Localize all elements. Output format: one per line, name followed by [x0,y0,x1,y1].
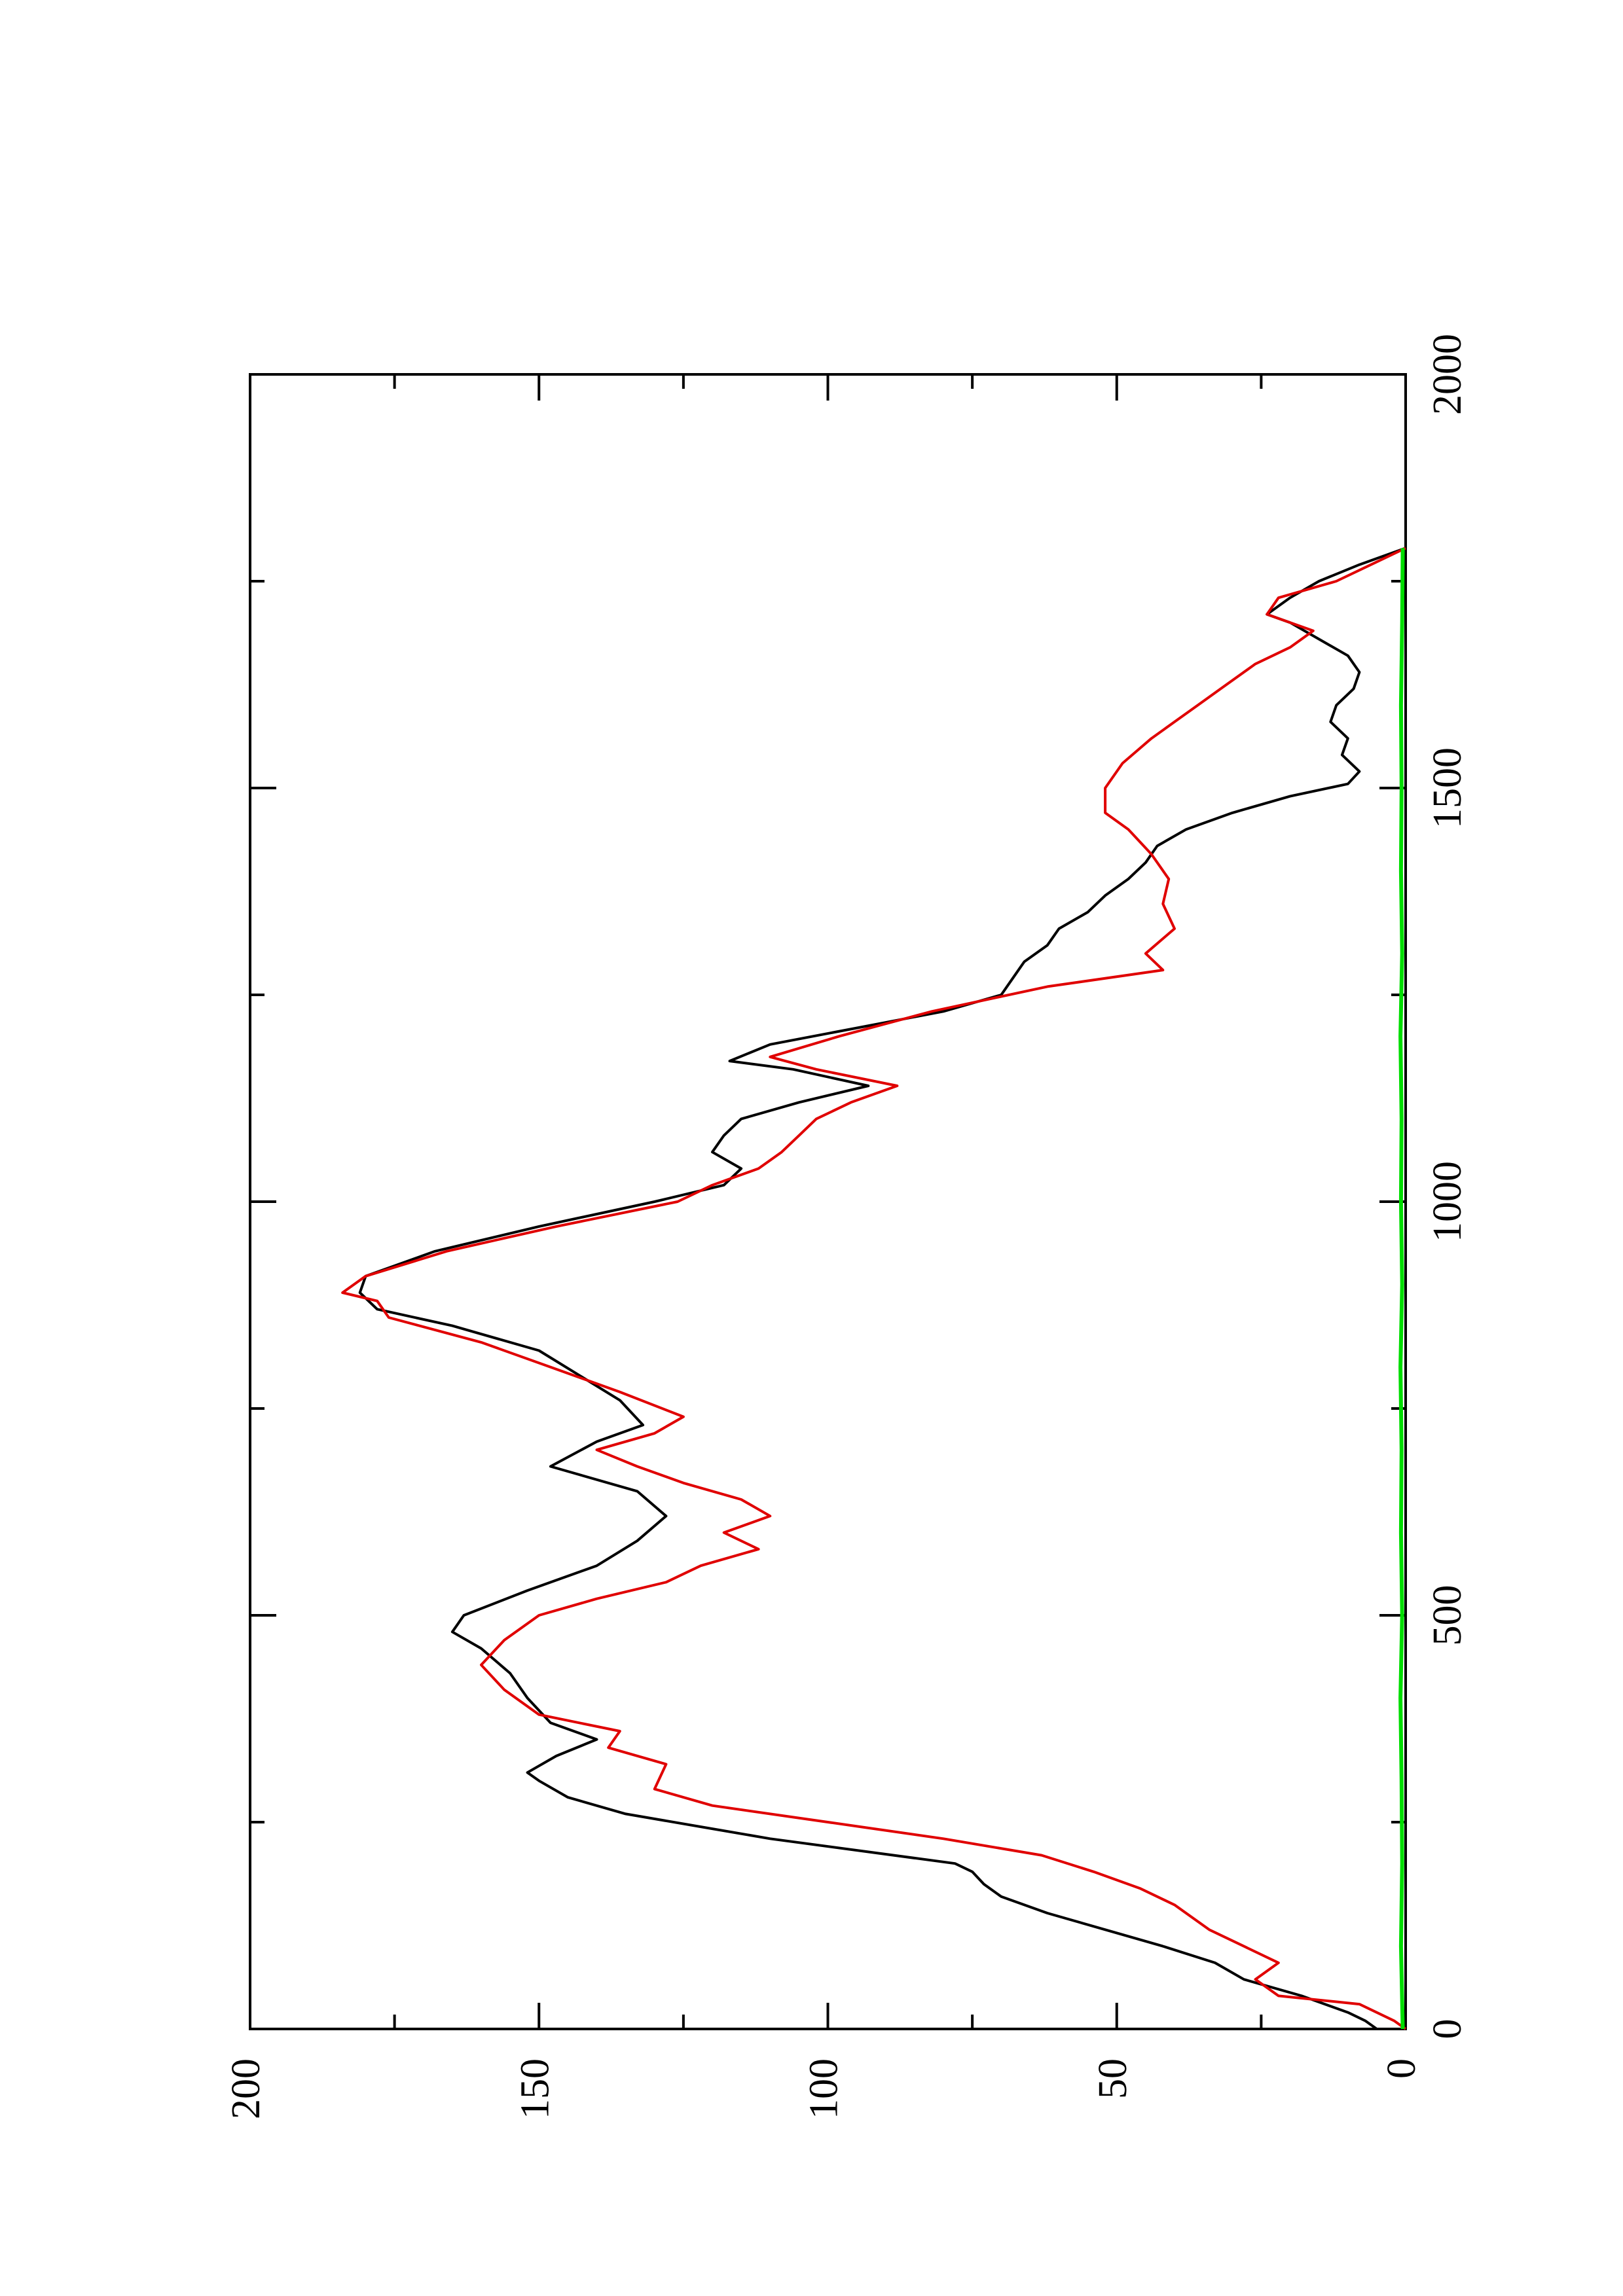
series-line-1 [358,547,1406,2030]
x-tick-label: 0 [1425,2019,1470,2039]
x-tick-label: 500 [1425,1585,1470,1646]
y-tick-label: 100 [802,2058,847,2119]
x-tick-label: 2000 [1425,334,1470,415]
x-tick-label: 1500 [1425,747,1470,829]
y-tick-label: 150 [513,2058,557,2119]
y-tick-label: 200 [224,2058,268,2119]
series-lines [341,547,1407,2030]
plot-frame [249,373,1407,2030]
x-tick-label: 1000 [1425,1161,1470,1242]
tick-labels: 0 500 1000 1500 2000 0 50 100 150 200 [224,334,1470,2119]
y-tick-label: 0 [1379,2058,1424,2079]
series-line-2 [341,547,1407,2030]
axis-ticks [249,373,1407,2030]
series-line-3 [1398,548,1405,2030]
y-tick-label: 50 [1091,2058,1135,2099]
